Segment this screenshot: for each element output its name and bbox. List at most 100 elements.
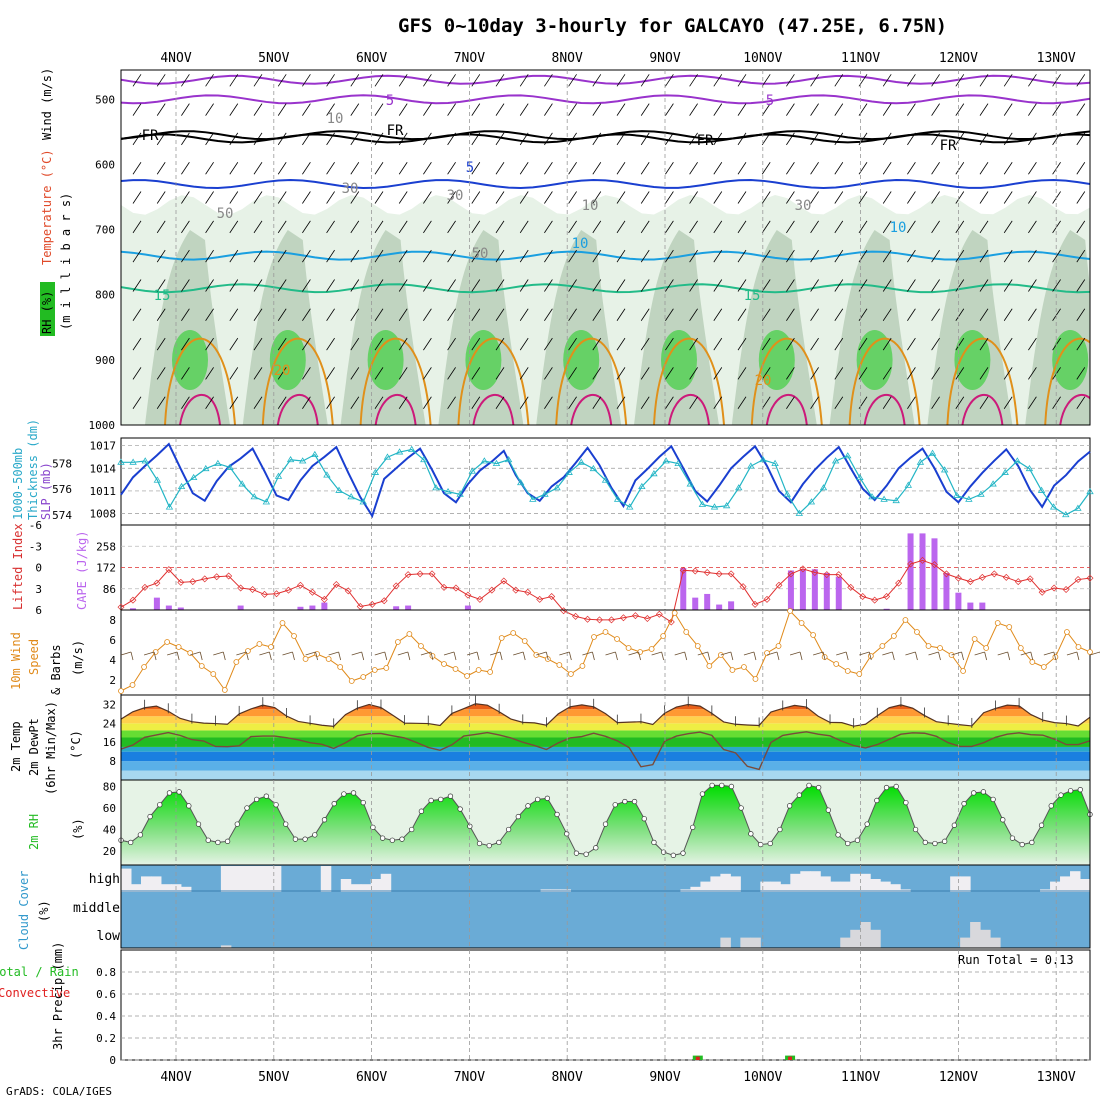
lifted-point — [895, 579, 903, 587]
wind-barb — [616, 337, 626, 351]
wind-barb — [689, 103, 698, 116]
lifted-point — [942, 570, 950, 578]
rh-tick: 40 — [103, 823, 116, 836]
wind-barb-10m-tick — [130, 651, 134, 661]
lifted-point — [799, 565, 807, 573]
thickness-tick: 578 — [52, 458, 72, 471]
cape-bar — [680, 567, 687, 610]
wind-barb — [931, 132, 940, 146]
upper-air-fields — [121, 70, 1090, 425]
thickness-point — [529, 495, 537, 502]
wind-speed-point — [914, 629, 920, 635]
thickness-point — [141, 457, 149, 464]
wind-barb — [205, 220, 214, 234]
rh-point — [719, 782, 725, 789]
wind-barb — [689, 249, 698, 263]
wind-barb — [447, 396, 456, 409]
isotherm-label: 50 — [472, 246, 489, 262]
wind-barb — [834, 367, 844, 380]
wind-barb — [277, 249, 287, 263]
rh-point — [883, 784, 890, 791]
wind-barb-10m — [351, 651, 362, 656]
wind-barb — [471, 279, 481, 292]
wind-barb — [713, 191, 723, 204]
isotherm-line — [121, 74, 1090, 85]
wind-barb — [326, 103, 335, 116]
wind-barb-10m — [190, 651, 201, 656]
wind-barb — [810, 367, 819, 380]
wind-barb — [132, 103, 142, 116]
rh-shade-high — [367, 330, 404, 390]
wind-barb — [519, 220, 529, 234]
rh-tick: 80 — [103, 780, 116, 793]
cloud-low-bar — [740, 937, 751, 948]
wind-barb-10m-tick — [476, 651, 480, 661]
wind-speed-point — [729, 667, 736, 673]
wind-barb — [1028, 367, 1037, 380]
day-label-top: 10NOV — [743, 51, 782, 66]
cape-bar — [177, 607, 184, 610]
wind-barb — [253, 367, 263, 380]
lifted-point — [129, 596, 137, 604]
wind-barb — [665, 396, 674, 409]
wind-barb-10m-tick — [545, 651, 549, 661]
cape-bar — [716, 604, 723, 610]
wind-barb — [374, 249, 384, 263]
wind-barb — [955, 191, 965, 204]
isotherm-hot — [961, 393, 1004, 425]
lifted-point — [607, 616, 615, 624]
wind-barb — [519, 161, 529, 175]
wind-barb — [132, 249, 142, 263]
wind-speed-point — [371, 667, 378, 673]
rh-point — [631, 798, 638, 805]
lifted-point — [739, 583, 747, 591]
isotherm-line — [121, 283, 1090, 294]
wind-barb — [1076, 132, 1086, 146]
thickness-point — [989, 480, 997, 487]
pressure-tick: 900 — [95, 354, 115, 367]
wind-barb — [761, 367, 771, 380]
isotherm-warm — [555, 337, 628, 425]
wind-barb — [374, 103, 384, 116]
wind-barb-10m-tick — [938, 651, 941, 661]
thickness-point — [638, 482, 646, 490]
wind-barb — [640, 249, 650, 263]
wind-barb-10m — [813, 651, 824, 656]
cape-bar — [321, 602, 328, 610]
thickness-point — [238, 480, 246, 487]
wind-barb — [156, 191, 166, 204]
wind-barb-10m-tick — [822, 651, 826, 661]
wind-barb — [519, 337, 529, 351]
wind-barb — [834, 279, 844, 292]
wind-barb — [834, 103, 844, 116]
wind-barb — [326, 367, 335, 380]
wind-speed-point — [971, 636, 978, 642]
slp-tick: 1008 — [90, 508, 117, 521]
wind-barb — [156, 103, 166, 116]
wind-barb-10m-tick — [361, 651, 365, 661]
wind-barb — [302, 249, 311, 263]
cloud-high-bar — [790, 873, 801, 892]
wind-speed-point — [925, 643, 932, 649]
wind-barb — [907, 103, 916, 116]
wind-barb — [737, 337, 747, 351]
wind-barb-10m-tick — [522, 651, 526, 661]
cape-lifted-panel: -6 -3 0 3 6 86 172 258 — [29, 519, 1094, 626]
rh-shade-mid — [927, 230, 1013, 425]
isotherm-hot — [179, 393, 221, 425]
wind-speed-point — [960, 668, 967, 674]
temp-tick: 32 — [103, 698, 116, 711]
wind-barb — [955, 74, 965, 87]
wind-barb — [737, 308, 747, 322]
wind-speed-point — [844, 668, 851, 674]
thickness-point — [226, 463, 234, 470]
rh-point — [874, 797, 880, 804]
wind-barb — [447, 337, 456, 351]
li-tick: -6 — [29, 519, 42, 532]
wind-speed-point — [1017, 645, 1024, 651]
wind-speed-point — [694, 643, 701, 649]
temp-band — [121, 695, 1090, 702]
wind-speed-point — [118, 688, 124, 694]
rh-point — [486, 842, 492, 849]
wind-barb-10m-tick — [638, 651, 641, 661]
